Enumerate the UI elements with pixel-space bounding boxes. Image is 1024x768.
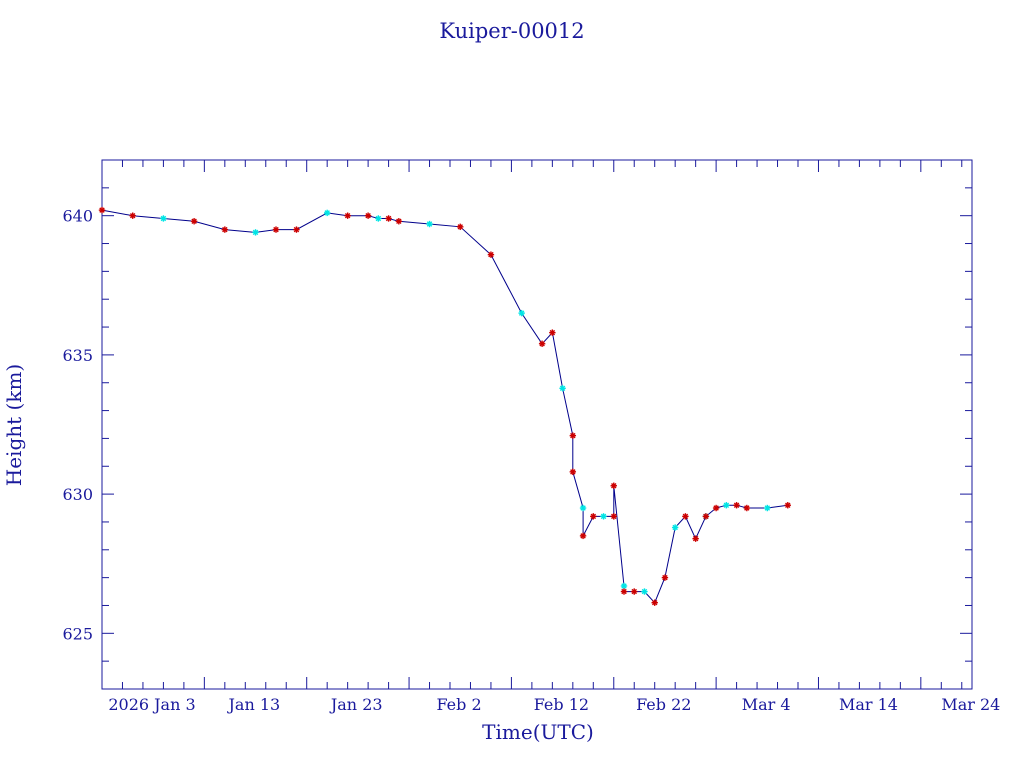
data-point	[784, 502, 791, 509]
data-point	[661, 574, 669, 581]
data-point	[375, 215, 382, 222]
x-tick-label: Jan 13	[227, 695, 281, 714]
data-point	[600, 513, 607, 520]
data-point	[129, 212, 136, 219]
x-tick-label: Mar 24	[941, 695, 1000, 714]
data-point	[160, 215, 167, 222]
data-point	[723, 502, 730, 509]
x-tick-label: Feb 12	[534, 695, 589, 714]
data-point	[590, 513, 597, 520]
series-markers	[98, 206, 791, 606]
x-tick-label: Feb 2	[436, 695, 481, 714]
data-point	[395, 218, 403, 225]
data-point	[610, 482, 617, 489]
data-point	[344, 212, 351, 219]
x-axis: 2026 Jan 3 Jan 13 Jan 23 Feb 2 Feb 12 Feb 22 M…	[101, 160, 1000, 714]
x-tick-label: Mar 14	[839, 695, 898, 714]
y-tick-label: 635	[62, 346, 93, 365]
y-axis-label: Height (km)	[2, 364, 26, 486]
x-tick-label: 2026 Jan 3	[108, 695, 195, 714]
data-point	[98, 206, 106, 214]
data-point	[549, 329, 556, 336]
data-point	[426, 220, 433, 228]
data-point	[620, 582, 628, 590]
data-point	[631, 588, 638, 595]
data-point	[457, 223, 464, 231]
data-point	[641, 588, 648, 595]
data-point	[671, 524, 679, 531]
data-point	[682, 513, 689, 520]
y-tick-label: 630	[62, 485, 93, 504]
data-point	[743, 504, 751, 512]
data-point	[579, 532, 587, 540]
y-tick-label: 640	[62, 207, 93, 226]
data-point	[712, 504, 720, 512]
x-tick-label: Jan 23	[329, 695, 383, 714]
series-line	[101, 209, 788, 604]
data-point	[385, 215, 392, 222]
data-point	[569, 432, 577, 439]
data-point	[610, 513, 617, 520]
data-point	[364, 212, 372, 219]
data-point	[692, 535, 699, 542]
data-point	[764, 504, 771, 512]
chart-title: Kuiper-00012	[439, 19, 584, 43]
x-tick-label: Mar 4	[742, 695, 791, 714]
data-point	[221, 226, 229, 233]
data-point	[190, 218, 198, 225]
data-point	[579, 504, 587, 512]
data-point	[651, 599, 658, 606]
data-point	[702, 513, 710, 520]
data-point	[252, 229, 259, 236]
data-point	[323, 209, 331, 217]
x-axis-label: Time(UTC)	[482, 720, 594, 744]
x-tick-label: Feb 22	[636, 695, 691, 714]
data-point	[538, 340, 546, 347]
data-point	[569, 468, 577, 476]
data-point	[620, 588, 628, 595]
y-axis: 625 630 635 640	[62, 159, 972, 690]
data-point	[293, 226, 300, 233]
data-point	[272, 226, 280, 233]
plot-frame	[101, 159, 973, 690]
y-tick-label: 625	[62, 624, 93, 643]
data-point	[487, 251, 495, 258]
data-point	[518, 309, 525, 317]
data-point	[733, 502, 740, 509]
data-point	[559, 385, 566, 392]
